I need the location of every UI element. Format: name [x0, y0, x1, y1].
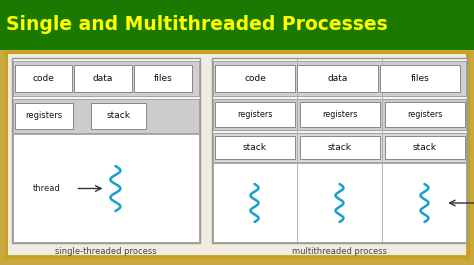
Bar: [13, 99, 199, 133]
Bar: [213, 99, 466, 130]
Text: stack: stack: [107, 112, 130, 121]
Bar: [297, 65, 378, 92]
Bar: [12, 58, 200, 243]
Bar: [15, 65, 73, 92]
Bar: [213, 133, 466, 162]
Text: registers: registers: [26, 112, 63, 121]
Bar: [380, 65, 460, 92]
Bar: [215, 102, 295, 127]
Text: Single and Multithreaded Processes: Single and Multithreaded Processes: [6, 15, 388, 34]
Text: registers: registers: [322, 110, 358, 119]
Text: registers: registers: [237, 110, 273, 119]
Bar: [13, 134, 199, 242]
Bar: [15, 103, 73, 129]
Bar: [8, 54, 466, 255]
Text: files: files: [410, 74, 429, 83]
Bar: [215, 136, 295, 159]
Bar: [6, 52, 468, 257]
Bar: [134, 65, 192, 92]
Bar: [0, 50, 474, 265]
Bar: [212, 58, 467, 243]
Text: stack: stack: [243, 143, 267, 152]
Bar: [385, 136, 465, 159]
Text: data: data: [93, 74, 113, 83]
Text: code: code: [244, 74, 266, 83]
Text: registers: registers: [407, 110, 443, 119]
Text: code: code: [33, 74, 55, 83]
Bar: [74, 65, 132, 92]
Bar: [0, 0, 474, 50]
Bar: [215, 65, 295, 92]
Bar: [213, 61, 466, 96]
Bar: [13, 61, 199, 96]
Text: single-threaded process: single-threaded process: [55, 246, 157, 255]
Bar: [300, 136, 380, 159]
Bar: [300, 102, 380, 127]
Text: data: data: [328, 74, 348, 83]
Bar: [91, 103, 146, 129]
Bar: [385, 102, 465, 127]
Text: multithreaded process: multithreaded process: [292, 246, 387, 255]
Bar: [213, 163, 466, 242]
Text: thread: thread: [33, 184, 60, 193]
Text: stack: stack: [328, 143, 352, 152]
Text: stack: stack: [413, 143, 437, 152]
Text: files: files: [154, 74, 172, 83]
